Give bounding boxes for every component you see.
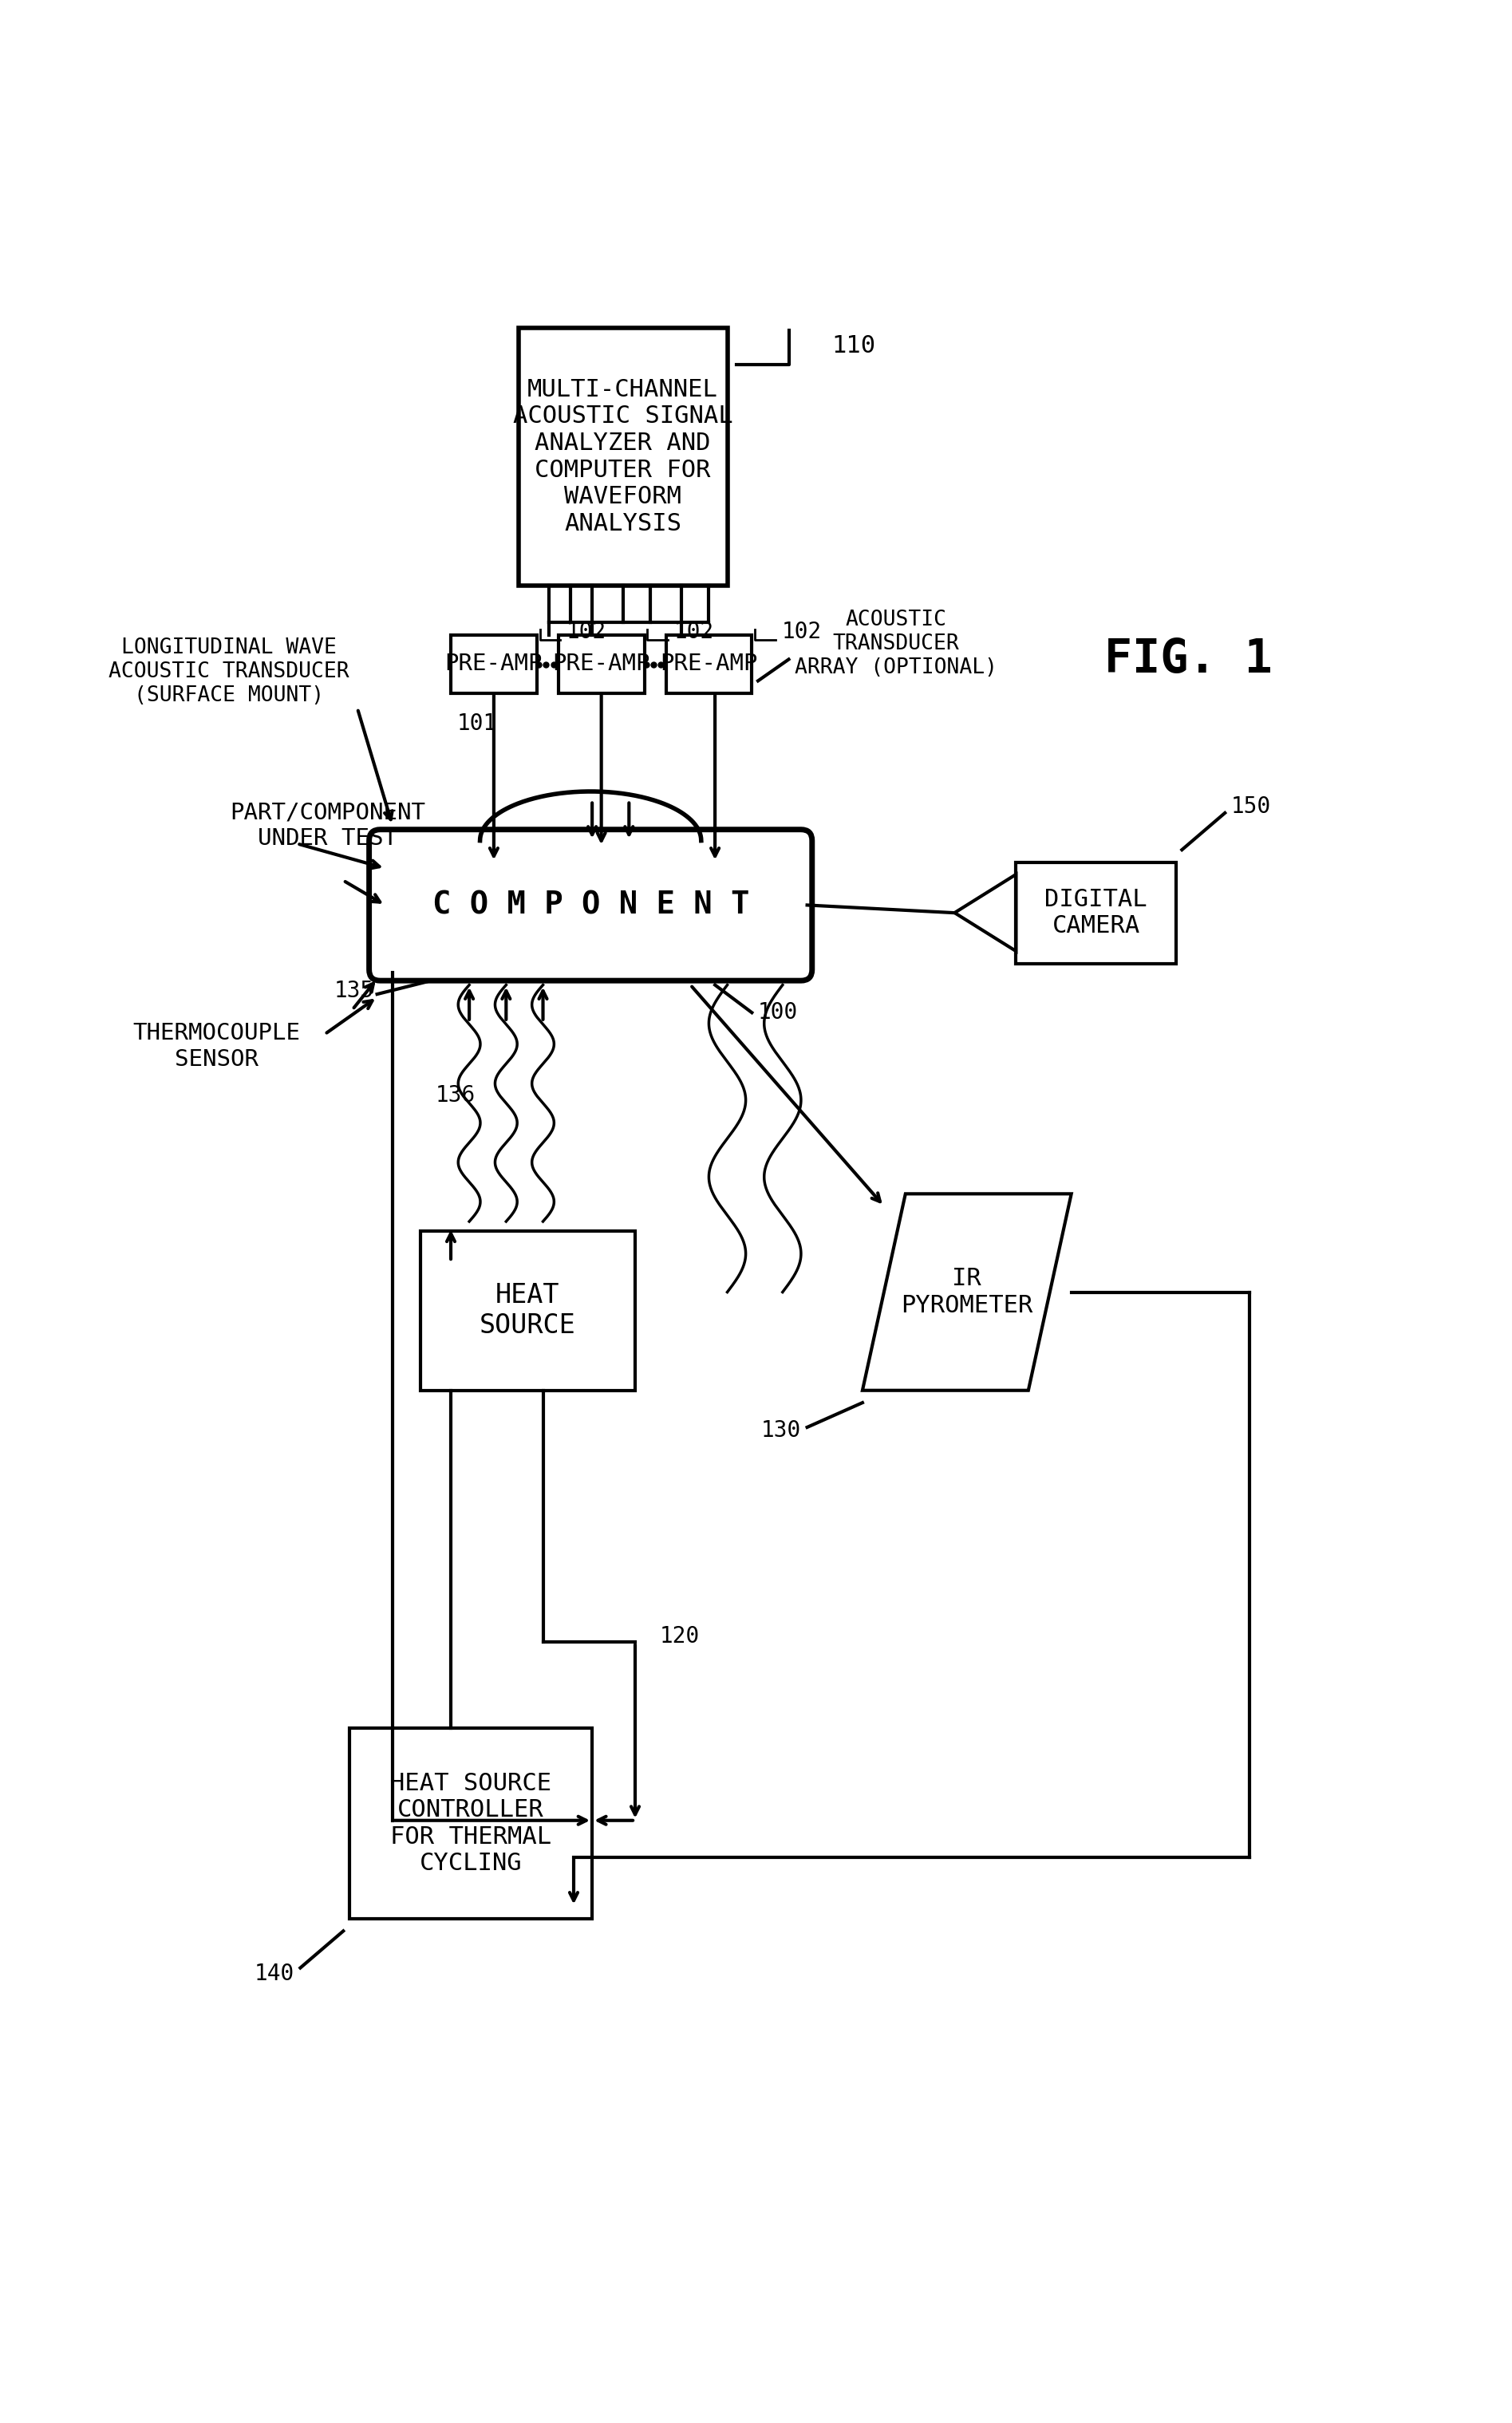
Text: 102: 102 [567, 620, 606, 642]
Text: 102: 102 [782, 620, 821, 642]
Text: PRE-AMP: PRE-AMP [552, 652, 650, 676]
Text: 130: 130 [761, 1420, 801, 1442]
Text: FIG. 1: FIG. 1 [1104, 637, 1272, 683]
Bar [1016, 863, 1176, 964]
Bar [420, 1231, 635, 1391]
Text: HEAT
SOURCE: HEAT SOURCE [479, 1282, 576, 1340]
Text: PART/COMPONENT
UNDER TEST: PART/COMPONENT UNDER TEST [230, 802, 425, 850]
Text: MULTI-CHANNEL
ACOUSTIC SIGNAL
ANALYZER AND
COMPUTER FOR
WAVEFORM
ANALYSIS: MULTI-CHANNEL ACOUSTIC SIGNAL ANALYZER A… [513, 378, 733, 535]
Text: 135: 135 [334, 979, 373, 1003]
Text: 102: 102 [674, 620, 714, 642]
Text: ACOUSTIC
TRANSDUCER
ARRAY (OPTIONAL): ACOUSTIC TRANSDUCER ARRAY (OPTIONAL) [795, 611, 998, 678]
Text: PRE-AMP: PRE-AMP [659, 652, 758, 676]
Bar [558, 635, 644, 693]
Bar [349, 1728, 593, 1919]
Bar [519, 327, 727, 586]
Text: LONGITUDINAL WAVE
ACOUSTIC TRANSDUCER
(SURFACE MOUNT): LONGITUDINAL WAVE ACOUSTIC TRANSDUCER (S… [109, 637, 349, 705]
Text: IR
PYROMETER: IR PYROMETER [901, 1267, 1033, 1318]
Text: PRE-AMP: PRE-AMP [445, 652, 543, 676]
Bar [665, 635, 751, 693]
Text: HEAT SOURCE
CONTROLLER
FOR THERMAL
CYCLING: HEAT SOURCE CONTROLLER FOR THERMAL CYCLI… [390, 1771, 552, 1875]
Text: C O M P O N E N T: C O M P O N E N T [432, 889, 748, 921]
Text: THERMOCOUPLE
SENSOR: THERMOCOUPLE SENSOR [133, 1023, 301, 1071]
Text: 101: 101 [457, 712, 497, 734]
Text: 150: 150 [1231, 795, 1272, 819]
Text: 120: 120 [659, 1626, 700, 1648]
Text: 140: 140 [254, 1963, 295, 1984]
Text: DIGITAL
CAMERA: DIGITAL CAMERA [1045, 887, 1148, 938]
Text: 110: 110 [832, 334, 875, 359]
Text: 136: 136 [435, 1086, 476, 1107]
Text: 100: 100 [758, 1001, 798, 1025]
Bar [451, 635, 537, 693]
